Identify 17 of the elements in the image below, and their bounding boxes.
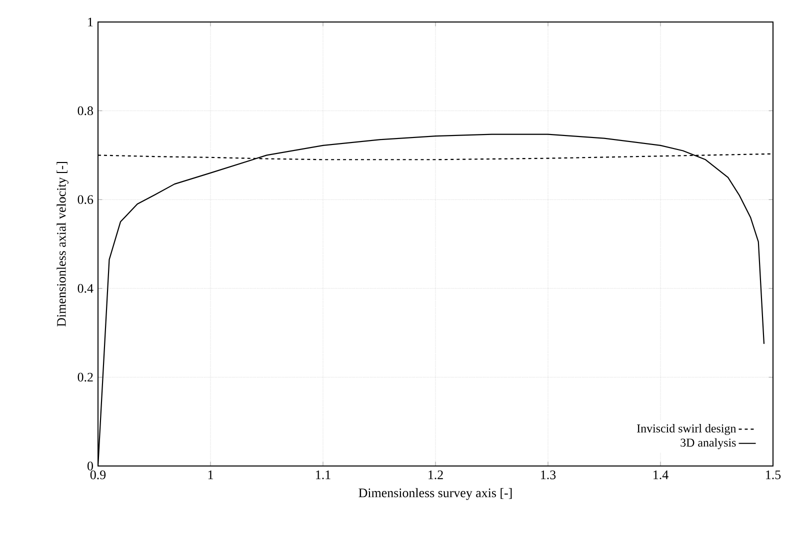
y-tick-label: 0.4 — [78, 284, 94, 293]
x-tick-label: 1 — [208, 470, 213, 480]
y-tick-label: 0.2 — [78, 372, 93, 382]
y-tick-label: 0.8 — [78, 106, 93, 116]
legend-label: Inviscid swirl design — [637, 424, 736, 435]
x-tick-label: 1.5 — [766, 470, 781, 480]
x-tick-label: 1.4 — [654, 470, 668, 480]
y-axis-title: Dimensionless axial velocity [-] — [56, 162, 68, 327]
y-tick-label: 1 — [88, 18, 93, 26]
y-tick-label: 0 — [88, 462, 93, 470]
x-tick-label: 0.9 — [90, 470, 106, 480]
x-axis-title: Dimensionless survey axis [-] — [358, 488, 512, 500]
legend-label: 3D analysis — [680, 438, 736, 450]
x-tick-label: 1.1 — [316, 470, 330, 480]
x-tick-label: 1.2 — [428, 470, 443, 480]
y-tick-label: 0.6 — [78, 195, 94, 204]
x-tick-label: 1.3 — [541, 470, 556, 480]
